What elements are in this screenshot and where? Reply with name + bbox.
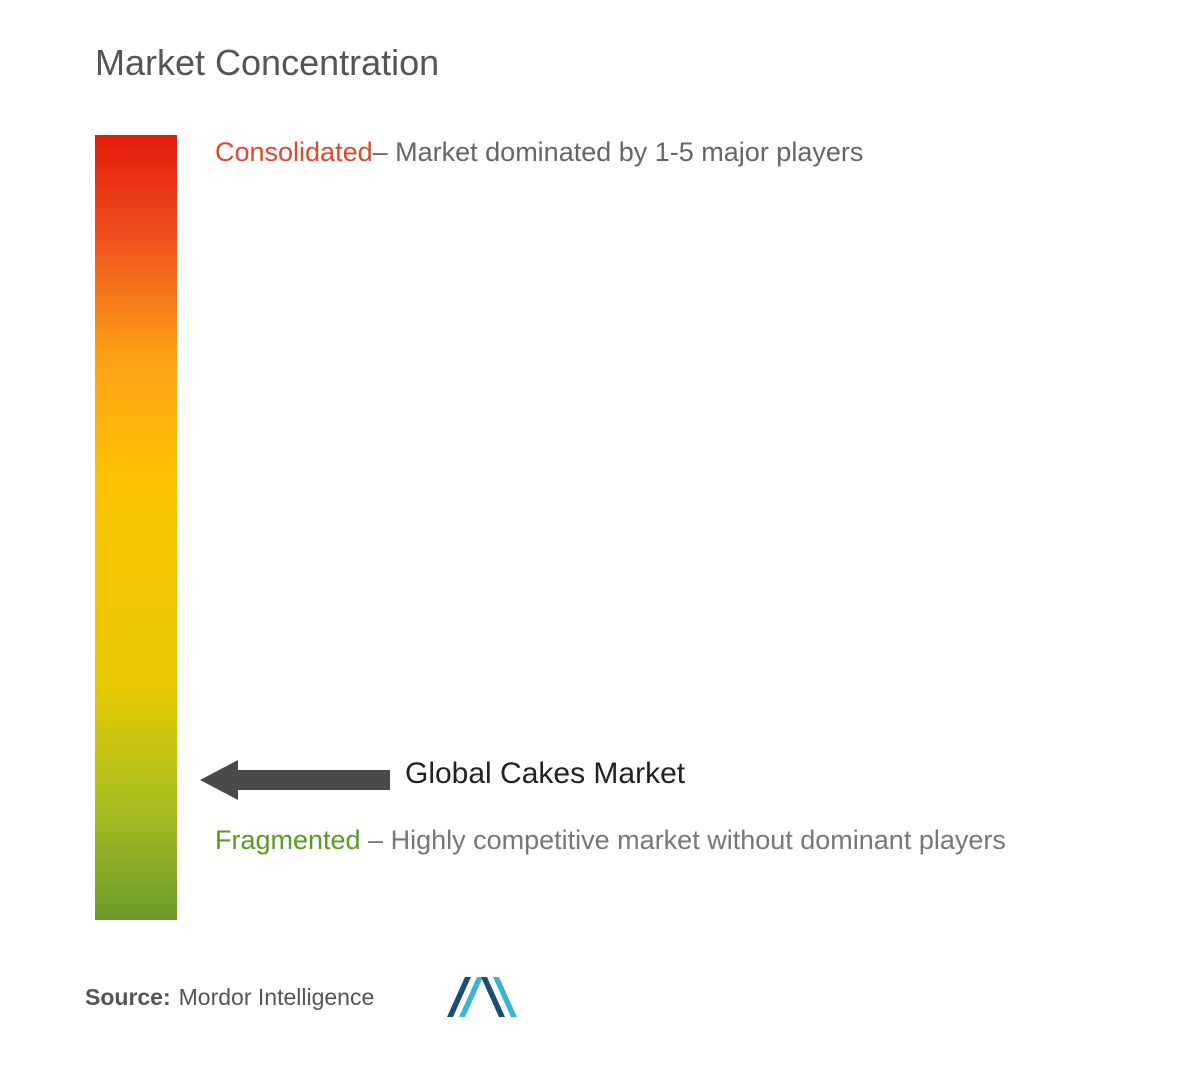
consolidated-annotation: Consolidated– Market dominated by 1-5 ma… [215,135,863,170]
consolidated-keyword: Consolidated [215,137,373,167]
chart-title: Market Concentration [95,42,439,84]
concentration-gradient-bar [95,135,177,920]
source-label: Source: [85,984,171,1011]
market-marker-label: Global Cakes Market [405,757,685,791]
footer: Source: Mordor Intelligence [85,975,525,1019]
fragmented-annotation: Fragmented – Highly competitive market w… [215,816,1100,866]
consolidated-description: – Market dominated by 1-5 major players [373,137,864,167]
mordor-logo-icon [447,975,525,1019]
arrow-left-icon [200,757,390,803]
source-value: Mordor Intelligence [179,984,375,1011]
fragmented-keyword: Fragmented [215,825,361,855]
marker-arrow [200,757,390,803]
fragmented-description: – Highly competitive market without domi… [361,825,1006,855]
